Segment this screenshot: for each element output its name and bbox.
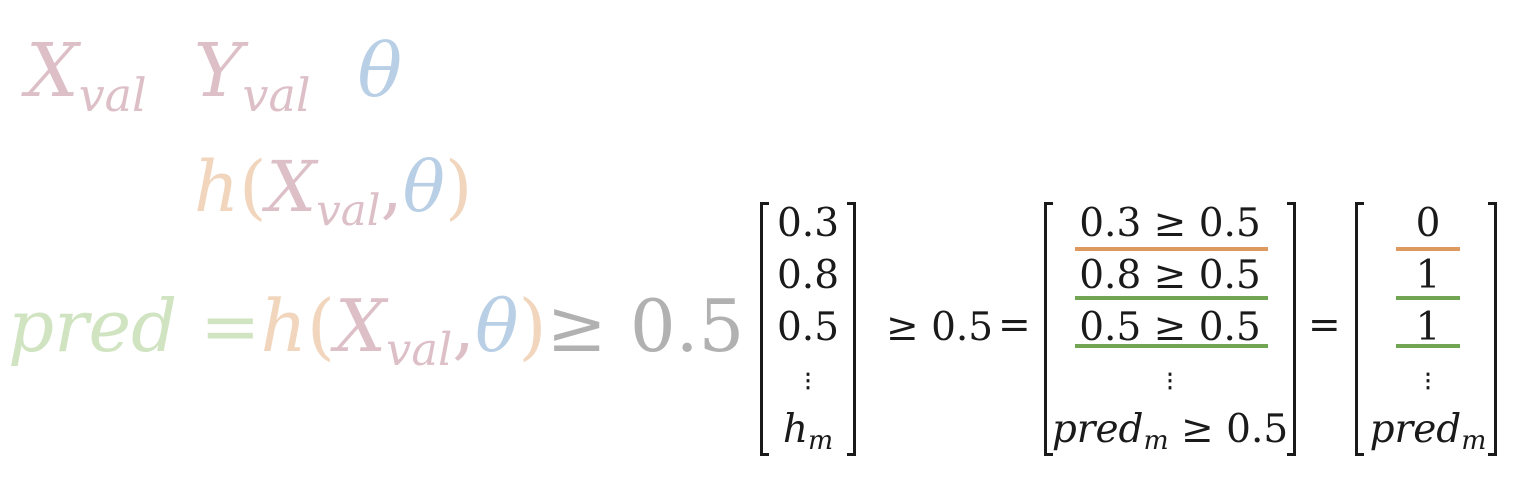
threshold-operator: ≥ 0.5: [886, 305, 994, 350]
variables-line: Xval Yval θ: [26, 34, 402, 118]
matrix-last-entry: hm: [782, 407, 834, 456]
y-val-symbol: Yval: [193, 28, 311, 122]
equals-sign: =: [1308, 303, 1341, 348]
vertical-ellipsis: ⋮: [1418, 368, 1438, 392]
x-val-symbol: Xval: [334, 284, 453, 377]
comparison-last-entry: predm ≥ 0.5: [1051, 407, 1289, 456]
equals-sign: =: [177, 284, 261, 368]
matrix-entry: 0.5: [776, 305, 840, 350]
comparison-entry: 0.3 ≥ 0.5: [1079, 201, 1261, 246]
prediction-entry: 1: [1415, 305, 1441, 350]
orange-underline: [1396, 247, 1460, 251]
open-paren: (: [239, 146, 267, 228]
equals-sign: =: [998, 303, 1031, 348]
matrix-entry: 0.8: [776, 253, 840, 298]
hypothesis-line: h(Xval,θ): [194, 152, 472, 233]
h-symbol: h: [194, 146, 240, 228]
faded-formulas: Xval Yval θ h(Xval,θ) pred =h(Xval,θ)≥ 0…: [0, 0, 744, 490]
theta-symbol: θ: [475, 284, 519, 368]
green-underline: [1396, 296, 1460, 300]
theta-symbol: θ: [357, 28, 403, 114]
left-bracket: [760, 202, 769, 456]
orange-underline: [1075, 247, 1268, 251]
close-paren: ): [518, 284, 547, 368]
comparison-entry: 0.8 ≥ 0.5: [1079, 253, 1261, 298]
prediction-last-entry: predm: [1369, 407, 1487, 456]
comparison-entry: 0.5 ≥ 0.5: [1079, 305, 1261, 350]
close-paren: ): [444, 146, 473, 228]
pred-symbol: pred: [8, 284, 178, 368]
x-val-symbol: Xval: [266, 146, 381, 236]
matrix-entry: 0.3: [776, 201, 840, 246]
green-underline: [1075, 344, 1268, 348]
comma: ,: [452, 284, 476, 368]
prediction-line: pred =h(Xval,θ)≥ 0.5: [8, 290, 744, 373]
threshold-relation: ≥ 0.5: [546, 284, 745, 368]
x-val-symbol: Xval: [26, 28, 147, 122]
h-symbol: h: [260, 284, 307, 368]
left-bracket: [1355, 202, 1364, 456]
open-paren: (: [306, 284, 335, 368]
green-underline: [1075, 296, 1268, 300]
vertical-ellipsis: ⋮: [1160, 368, 1180, 392]
green-underline: [1396, 344, 1460, 348]
theta-symbol: θ: [402, 146, 445, 228]
right-bracket: [1287, 202, 1296, 456]
right-bracket: [847, 202, 856, 456]
comma: ,: [380, 146, 403, 228]
prediction-entry: 0: [1415, 201, 1441, 246]
vertical-ellipsis: ⋮: [798, 368, 818, 392]
left-bracket: [1044, 202, 1053, 456]
prediction-entry: 1: [1415, 253, 1441, 298]
right-bracket: [1488, 202, 1497, 456]
